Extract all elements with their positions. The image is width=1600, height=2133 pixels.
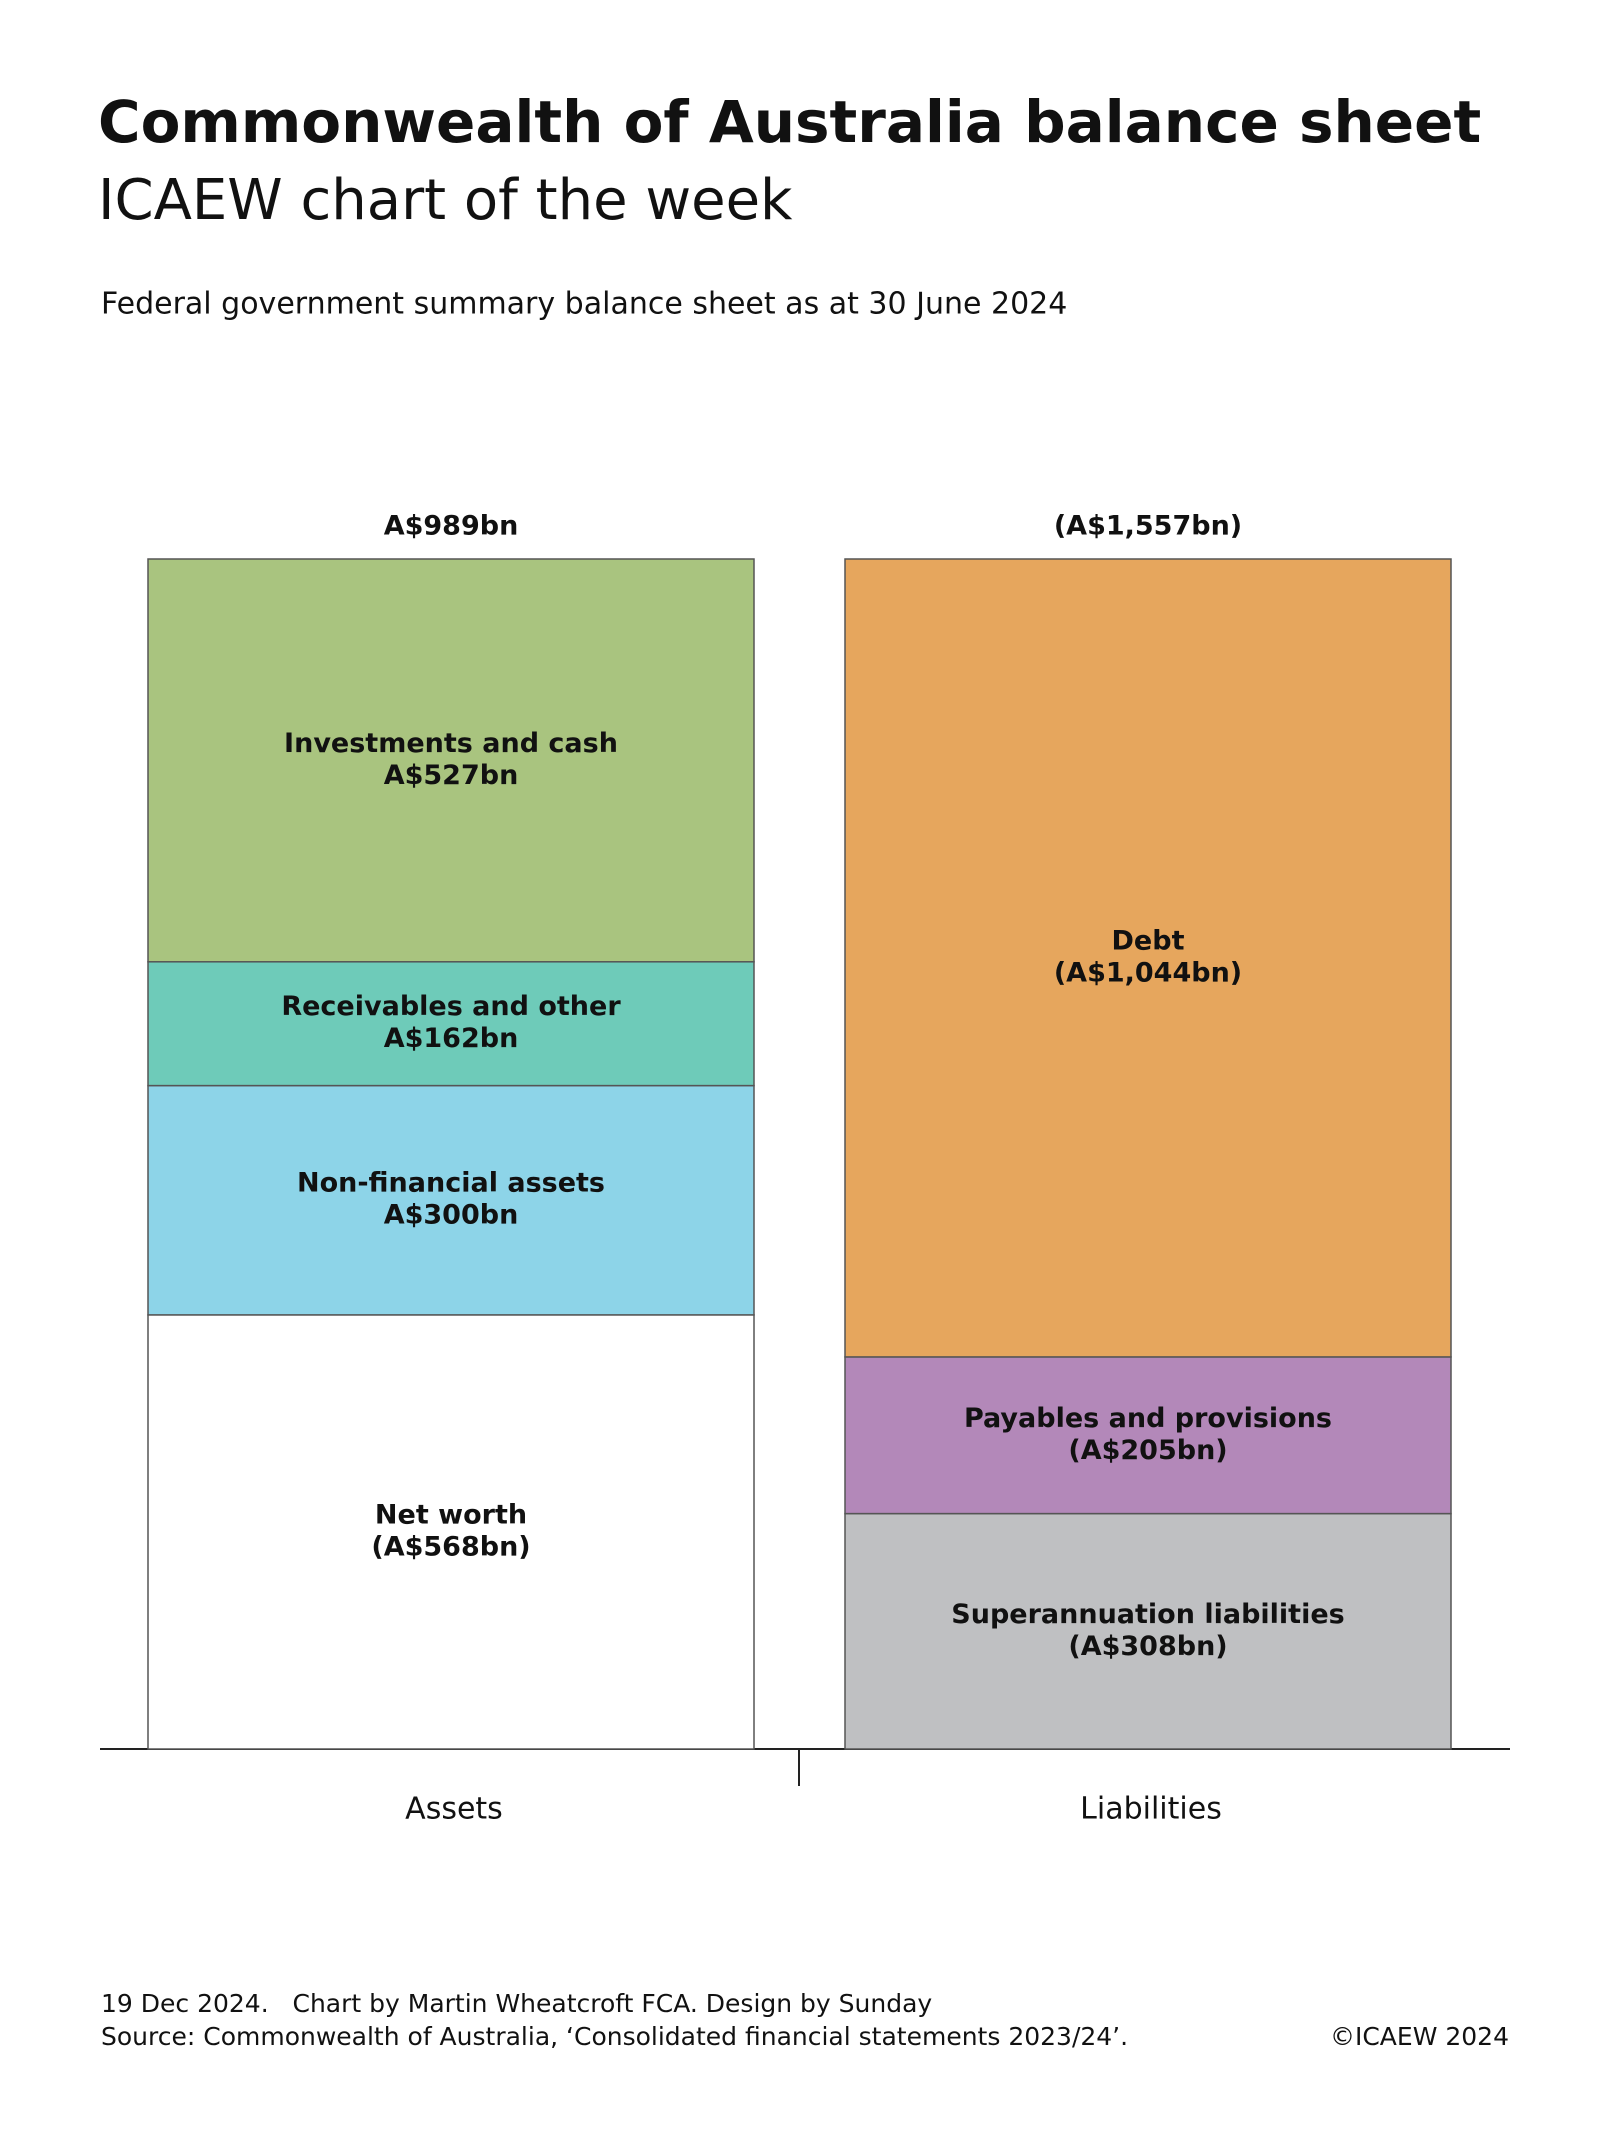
- bar-segment: [147, 1314, 755, 1750]
- bar-segment: [147, 558, 755, 963]
- total-label: A$989bn: [384, 511, 519, 542]
- bar-segment: [844, 1356, 1452, 1515]
- segment-name: Superannuation liabilities: [951, 1599, 1344, 1630]
- segment-value-label: (A$205bn): [1068, 1435, 1227, 1466]
- chart-title: Commonwealth of Australia balance sheet: [98, 88, 1481, 156]
- chart-description: Federal government summary balance sheet…: [101, 287, 1067, 322]
- segment-value-label: (A$568bn): [371, 1531, 530, 1562]
- segment-value-label: (A$308bn): [1068, 1631, 1227, 1662]
- bar-segment: [844, 1512, 1452, 1750]
- segment-name: Debt: [1112, 925, 1185, 956]
- segment-value-label: A$162bn: [384, 1023, 519, 1054]
- copyright: ©ICAEW 2024: [1330, 2022, 1509, 2051]
- segment-name: Net worth: [375, 1499, 527, 1530]
- segment-name: Payables and provisions: [964, 1403, 1332, 1434]
- x-tick-label: Liabilities: [1080, 1792, 1222, 1827]
- bar-segment: [147, 1084, 755, 1316]
- segment-value-label: (A$1,044bn): [1054, 957, 1242, 988]
- bar-segment: [147, 961, 755, 1087]
- source: Source: Commonwealth of Australia, ‘Cons…: [101, 2022, 1128, 2051]
- x-tick-label: Assets: [405, 1792, 503, 1827]
- segment-name: Investments and cash: [284, 728, 618, 759]
- segment-value-label: A$300bn: [384, 1200, 519, 1231]
- segment-name: Non-financial assets: [297, 1168, 605, 1199]
- chart-subtitle: ICAEW chart of the week: [98, 168, 793, 233]
- segment-value-label: A$527bn: [384, 760, 519, 791]
- segment-name: Receivables and other: [281, 991, 621, 1022]
- footer: 19 Dec 2024. Chart by Martin Wheatcroft …: [101, 1989, 932, 2018]
- bar-segment: [844, 558, 1452, 1358]
- total-label: (A$1,557bn): [1054, 511, 1242, 542]
